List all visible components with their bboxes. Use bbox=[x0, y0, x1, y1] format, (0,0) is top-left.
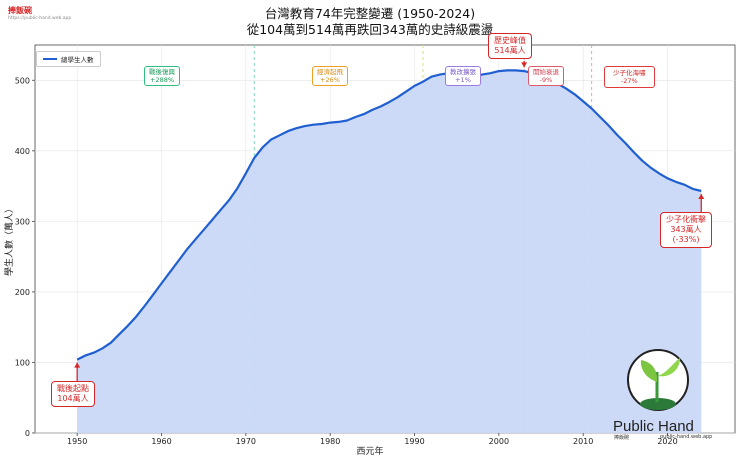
legend: 總學生人數 bbox=[36, 51, 101, 67]
era-name: 少子化海嘯 bbox=[613, 69, 646, 77]
y-tick-label: 0 bbox=[25, 429, 30, 438]
logo-mark bbox=[627, 349, 689, 411]
series-area-fill bbox=[77, 70, 702, 434]
series-layer bbox=[76, 69, 702, 434]
chart-subtitle: 從104萬到514萬再跌回343萬的史詩級震盪 bbox=[246, 22, 494, 37]
annotation-arrow-head bbox=[521, 62, 528, 68]
legend-swatch bbox=[43, 58, 57, 60]
annotation-line: (-33%) bbox=[672, 235, 700, 244]
era-change: +26% bbox=[320, 76, 340, 84]
chart-title: 台灣教育74年完整變遷 (1950-2024) bbox=[264, 6, 476, 21]
annotation-line: 少子化衝擊 bbox=[666, 215, 706, 224]
annotation-arrow-head bbox=[74, 362, 81, 368]
brand-url: https://public-hand.web.app bbox=[8, 16, 72, 21]
era-name: 教改擴張 bbox=[450, 68, 476, 76]
era-change: -27% bbox=[620, 77, 638, 85]
axis-layer: 0 100 200 300 400 500 1950 1960 1970 1980 1990 2000… bbox=[15, 76, 678, 446]
legend-label: 總學生人數 bbox=[61, 56, 94, 64]
x-tick-label: 1950 bbox=[67, 437, 87, 446]
x-tick-label: 1990 bbox=[404, 437, 424, 446]
era-label-takeoff: 經濟起飛 +26% bbox=[312, 66, 348, 86]
series-line bbox=[76, 69, 702, 361]
x-tick-label: 1980 bbox=[320, 437, 340, 446]
y-tick-label: 300 bbox=[15, 217, 30, 226]
era-change: +1% bbox=[455, 76, 471, 84]
x-tick-label: 2010 bbox=[573, 437, 593, 446]
annotation-line: 戰後起點 bbox=[57, 384, 89, 393]
annotation-line: 104萬人 bbox=[57, 394, 89, 403]
annotation-line: 歷史峰值 bbox=[494, 36, 526, 45]
x-axis-label: 西元年 bbox=[356, 445, 383, 457]
era-name: 戰後復興 bbox=[149, 68, 175, 76]
y-tick-label: 100 bbox=[15, 358, 30, 367]
annotation-arrow-head bbox=[698, 194, 705, 200]
era-label-tsunami: 少子化海嘯 -27% bbox=[604, 66, 655, 88]
era-label-reform: 教改擴張 +1% bbox=[445, 66, 481, 86]
watermark-url: public-hand.web.app bbox=[660, 434, 713, 440]
annotation-line: 514萬人 bbox=[494, 46, 526, 55]
era-name: 經濟起飛 bbox=[317, 68, 343, 76]
watermark-logo-text: Public Hand bbox=[613, 418, 694, 435]
y-tick-label: 200 bbox=[15, 288, 30, 297]
watermark-tag: 捧飯碗 bbox=[614, 435, 630, 441]
era-change: -9% bbox=[539, 76, 553, 84]
x-tick-label: 2020 bbox=[657, 437, 677, 446]
era-change: +288% bbox=[149, 76, 175, 84]
era-label-postwar: 戰後復興 +288% bbox=[144, 66, 180, 86]
annotation-line: 343萬人 bbox=[670, 225, 702, 234]
annotation-arrows bbox=[74, 61, 705, 381]
y-tick-label: 500 bbox=[15, 76, 30, 85]
annotation-end: 少子化衝擊 343萬人 (-33%) bbox=[660, 212, 712, 248]
x-tick-label: 1970 bbox=[236, 437, 256, 446]
era-label-decline: 開始衰退 -9% bbox=[528, 66, 564, 86]
annotation-peak: 歷史峰值 514萬人 bbox=[488, 33, 532, 59]
x-tick-label: 2000 bbox=[489, 437, 509, 446]
y-tick-label: 400 bbox=[15, 147, 30, 156]
era-name: 開始衰退 bbox=[533, 68, 559, 76]
x-tick-label: 1960 bbox=[151, 437, 171, 446]
annotation-start: 戰後起點 104萬人 bbox=[51, 381, 95, 407]
y-axis-label: 學生人數（萬人） bbox=[3, 204, 15, 276]
brand-label: 捧飯碗 bbox=[8, 6, 32, 15]
